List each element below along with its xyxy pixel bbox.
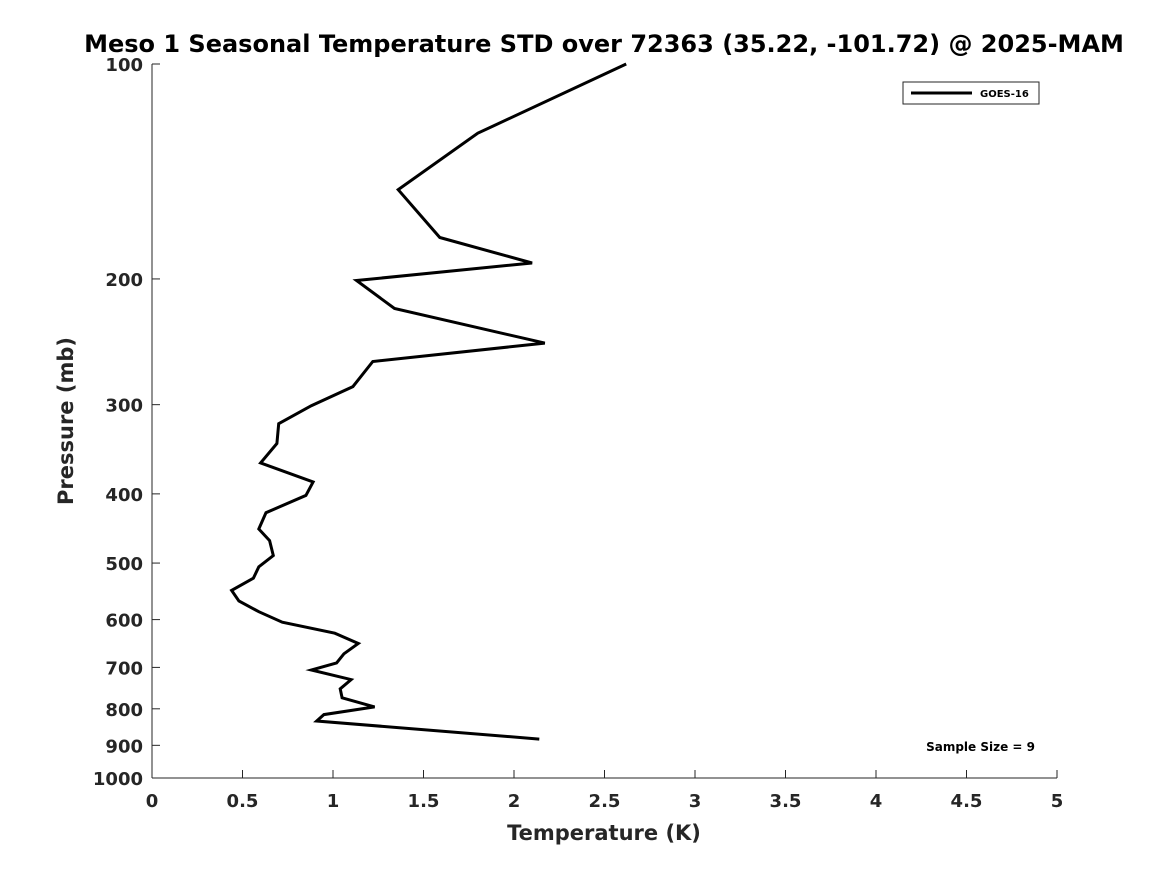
x-tick-label: 4.5 — [951, 791, 983, 812]
x-tick-label: 1 — [327, 791, 340, 812]
series-layer — [229, 62, 627, 741]
y-tick-label: 500 — [105, 554, 143, 575]
x-tick-label: 3 — [689, 791, 702, 812]
y-tick-label: 200 — [105, 270, 143, 291]
x-tick-label: 0 — [146, 791, 159, 812]
chart-title: Meso 1 Seasonal Temperature STD over 723… — [84, 30, 1124, 58]
x-tick-label: 4 — [870, 791, 883, 812]
plot-frame — [151, 64, 1057, 779]
series-line-goes-16 — [229, 62, 627, 741]
y-tick-label: 300 — [105, 396, 143, 417]
y-tick-label: 400 — [105, 485, 143, 506]
y-tick-label: 800 — [105, 700, 143, 721]
y-tick-label: 900 — [105, 736, 143, 757]
x-tick-label: 0.5 — [227, 791, 259, 812]
y-axis-ticks: 100 200 300 400 500 600 700 800 900 1000 — [93, 55, 160, 790]
legend: GOES-16 — [902, 81, 1040, 105]
x-tick-label: 2 — [508, 791, 521, 812]
x-tick-label: 3.5 — [770, 791, 802, 812]
y-tick-label: 600 — [105, 611, 143, 632]
y-tick-label: 700 — [105, 658, 143, 679]
y-tick-label: 1000 — [93, 769, 143, 790]
legend-entry-goes-16: GOES-16 — [980, 89, 1029, 100]
x-tick-label: 1.5 — [408, 791, 440, 812]
x-tick-label: 2.5 — [589, 791, 621, 812]
x-axis-ticks: 0 0.5 1 1.5 2 2.5 3 3.5 4 4.5 5 — [146, 770, 1064, 812]
x-axis-label: Temperature (K) — [507, 821, 701, 845]
x-tick-label: 5 — [1051, 791, 1064, 812]
sample-size-annotation: Sample Size = 9 — [926, 740, 1035, 754]
y-tick-label: 100 — [105, 55, 143, 76]
y-axis-label: Pressure (mb) — [54, 337, 78, 505]
